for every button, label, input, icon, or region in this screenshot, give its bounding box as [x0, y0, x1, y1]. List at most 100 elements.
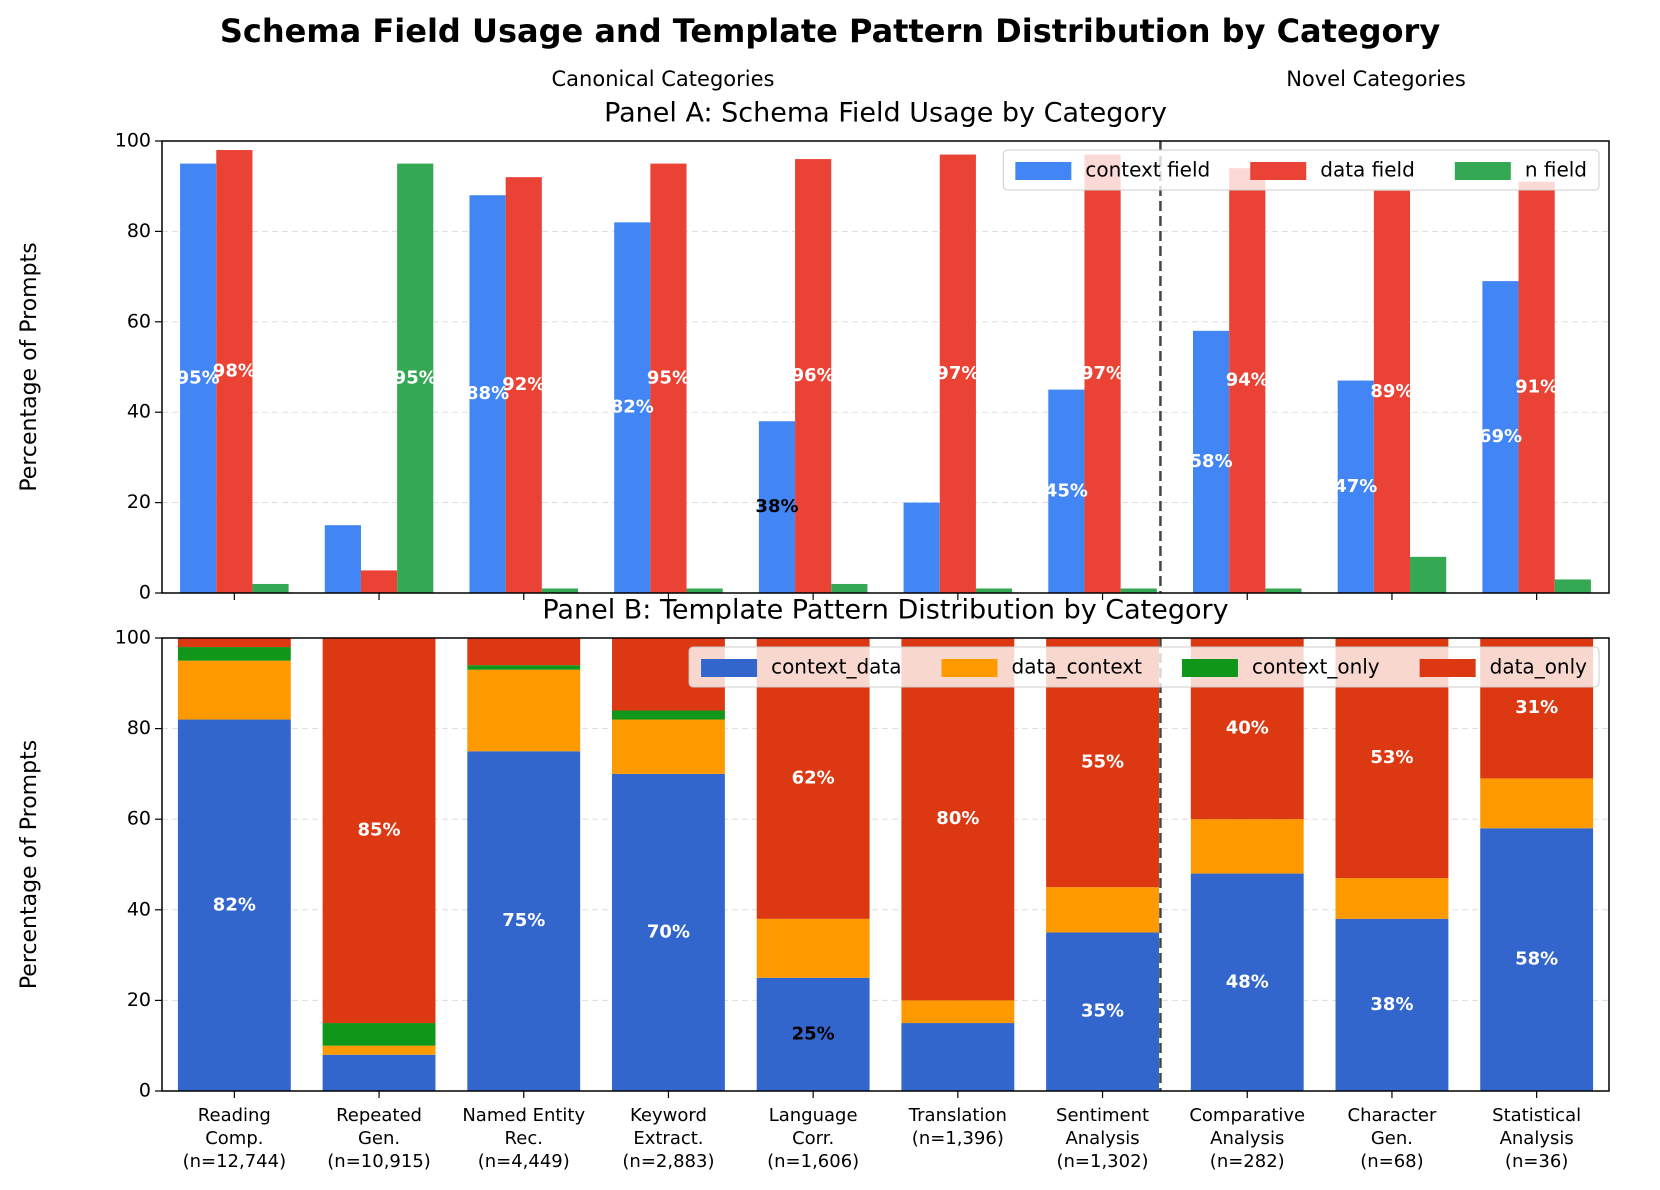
bar-segment — [901, 1023, 1015, 1091]
bar-segment — [1335, 918, 1449, 1091]
y-tick-label: 40 — [127, 898, 151, 920]
value-label: 95% — [394, 367, 437, 388]
x-tick-label: Sentiment Analysis (n=1,302) — [1056, 1105, 1149, 1172]
legend-label: n field — [1525, 158, 1587, 182]
bar-segment — [177, 647, 291, 661]
legend-swatch — [1015, 162, 1072, 180]
bar — [1084, 154, 1121, 593]
bar — [216, 150, 253, 594]
value-label: 55% — [1081, 752, 1124, 773]
legend-swatch — [1250, 162, 1307, 180]
value-label: 92% — [502, 374, 545, 395]
y-tick-label: 80 — [127, 717, 151, 739]
bar — [1554, 579, 1591, 593]
bar-segment — [1190, 873, 1304, 1091]
x-tick-label: Statistical Analysis (n=36) — [1492, 1105, 1581, 1172]
value-label: 75% — [502, 910, 545, 931]
value-label: 96% — [792, 365, 835, 386]
legend-swatch — [1454, 162, 1511, 180]
value-label: 97% — [1081, 363, 1124, 384]
legend-swatch — [1419, 659, 1476, 677]
value-label: 62% — [792, 767, 835, 788]
value-label: 89% — [1370, 381, 1413, 402]
value-label: 38% — [1370, 994, 1413, 1015]
value-label: 58% — [1190, 451, 1233, 472]
value-label: 38% — [755, 496, 798, 517]
legend-label: context field — [1085, 158, 1210, 182]
value-label: 80% — [936, 808, 979, 829]
legend-swatch — [941, 659, 998, 677]
bar — [975, 588, 1013, 593]
bar-segment — [177, 638, 291, 648]
bar — [614, 222, 651, 594]
bar-segment — [467, 751, 581, 1091]
plot-frame — [161, 637, 1610, 1092]
legend: context field data field n field — [1002, 149, 1600, 191]
bar — [1192, 330, 1230, 593]
bar — [324, 525, 361, 593]
bar-segment — [756, 977, 870, 1091]
value-label: 88% — [466, 383, 509, 404]
bar — [1229, 168, 1266, 593]
value-label: 95% — [177, 367, 220, 388]
bar — [469, 195, 506, 594]
y-tick-label: 60 — [127, 808, 151, 830]
bar — [686, 588, 723, 593]
x-tick-label: Repeated Gen. (n=10,915) — [327, 1105, 431, 1172]
y-tick-label: 20 — [127, 989, 151, 1011]
bar-segment — [322, 638, 436, 1024]
y-tick-label: 20 — [127, 491, 151, 513]
value-label: 25% — [792, 1023, 835, 1044]
y-tick-label: 0 — [139, 1080, 151, 1102]
legend-label: context_data — [771, 655, 901, 679]
bar-segment — [1046, 887, 1159, 933]
y-tick-label: 80 — [127, 220, 151, 242]
panel-title: Panel B: Template Pattern Distribution b… — [542, 595, 1228, 626]
bar-segment — [177, 660, 291, 720]
value-label: 58% — [1515, 949, 1558, 970]
bar — [180, 163, 217, 593]
legend-swatch — [701, 659, 758, 677]
bar-segment — [1190, 819, 1304, 874]
bar — [1518, 181, 1555, 593]
value-label: 82% — [611, 397, 654, 418]
value-label: 35% — [1081, 1001, 1124, 1022]
value-label: 53% — [1370, 747, 1413, 768]
legend-label: data field — [1320, 158, 1415, 182]
value-label: 91% — [1515, 376, 1558, 397]
value-label: 85% — [358, 820, 401, 841]
value-label: 40% — [1226, 718, 1269, 739]
bar — [252, 583, 289, 593]
bar — [1120, 588, 1157, 593]
annotation: Novel Categories — [1286, 67, 1466, 91]
bar — [1265, 588, 1302, 593]
value-label: 98% — [213, 361, 256, 382]
bar-segment — [1046, 932, 1159, 1091]
bar — [831, 583, 868, 593]
bar-segment — [1480, 778, 1594, 829]
bar-segment — [756, 918, 870, 978]
bar — [1482, 281, 1519, 593]
x-tick-label: Translation (n=1,396) — [908, 1105, 1007, 1149]
y-axis-label: Percentage of Prompts — [17, 740, 42, 989]
x-tick-label: Reading Comp. (n=12,744) — [183, 1105, 287, 1172]
y-tick-label: 60 — [127, 310, 151, 332]
value-label: 95% — [647, 367, 690, 388]
bar-segment — [322, 1023, 436, 1046]
legend: context_data data_context context_only data… — [688, 646, 1600, 688]
bar-segment — [612, 719, 725, 774]
legend-box — [688, 646, 1600, 688]
bar-segment — [901, 1000, 1015, 1024]
legend-label: context_only — [1252, 655, 1380, 679]
y-tick-label: 100 — [115, 130, 151, 152]
annotation: Canonical Categories — [552, 67, 775, 91]
value-label: 82% — [213, 894, 256, 915]
value-label: 48% — [1226, 971, 1269, 992]
bar — [758, 421, 796, 593]
legend-label: data_only — [1490, 655, 1588, 679]
bar-segment — [612, 773, 725, 1091]
x-tick-label: Keyword Extract. (n=2,883) — [622, 1105, 714, 1172]
plot-frame — [161, 140, 1610, 594]
value-label: 97% — [936, 363, 979, 384]
